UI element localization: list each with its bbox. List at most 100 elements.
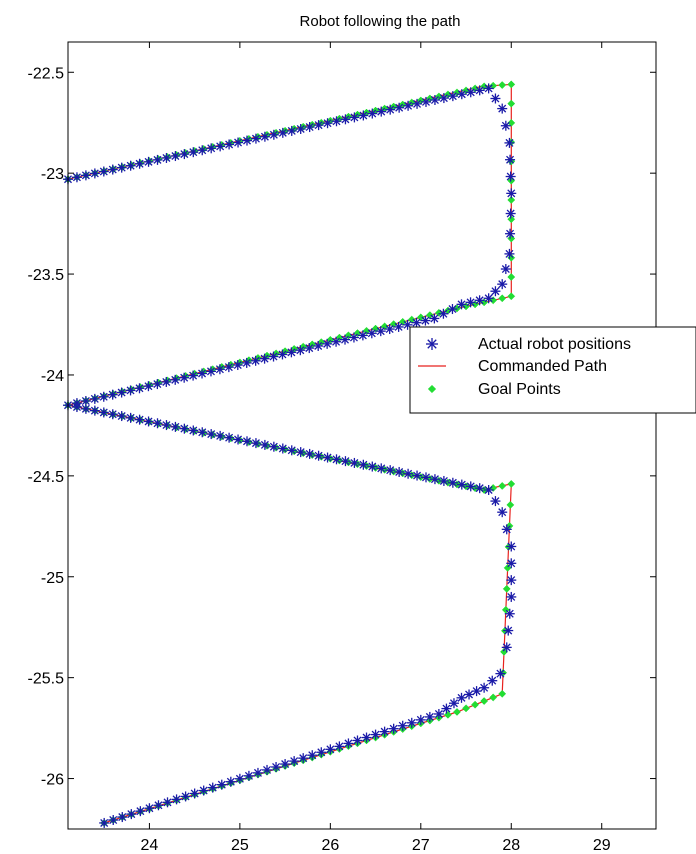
actual-position-marker (429, 313, 440, 324)
actual-position-marker (358, 459, 369, 470)
actual-position-marker (188, 370, 199, 381)
actual-position-marker (143, 156, 154, 167)
actual-position-marker (376, 463, 387, 474)
actual-position-marker (241, 436, 252, 447)
actual-position-marker (420, 315, 431, 326)
actual-position-marker (490, 93, 501, 104)
actual-position-marker (143, 381, 154, 392)
goal-point-marker (507, 273, 516, 281)
actual-position-marker (394, 102, 405, 113)
actual-position-marker (268, 351, 279, 362)
goal-point-marker (507, 99, 516, 108)
actual-position-marker (286, 445, 297, 456)
y-tick-label: -25.5 (28, 671, 65, 688)
actual-position-marker (367, 108, 378, 119)
actual-position-marker (340, 456, 351, 467)
actual-position-marker (250, 133, 261, 144)
goal-point-marker (380, 322, 389, 331)
actual-position-marker (307, 750, 318, 761)
actual-position-marker (107, 164, 118, 175)
actual-position-marker (197, 368, 208, 379)
goal-point-marker (507, 118, 516, 127)
goal-point-marker (498, 81, 507, 90)
actual-position-marker (206, 143, 217, 154)
actual-position-marker (170, 421, 181, 432)
x-tick-label: 27 (412, 837, 430, 854)
goal-point-marker (502, 584, 511, 593)
goal-point-marker (507, 80, 516, 89)
actual-position-marker (490, 286, 501, 297)
actual-position-marker (505, 208, 516, 219)
actual-position-marker (504, 248, 515, 259)
actual-position-marker (334, 741, 345, 752)
actual-position-marker (505, 171, 516, 182)
actual-position-marker (397, 720, 408, 731)
goal-point-marker (507, 292, 516, 301)
actual-position-marker (357, 330, 368, 341)
actual-position-marker (295, 123, 306, 134)
actual-position-marker (465, 481, 476, 492)
legend-symbol-diamond (427, 384, 437, 394)
actual-position-marker (71, 172, 82, 183)
actual-position-marker (483, 83, 494, 94)
actual-position-marker (135, 806, 146, 817)
legend-label: Goal Points (478, 381, 561, 398)
x-tick-label: 25 (231, 837, 249, 854)
actual-position-marker (126, 809, 137, 820)
actual-position-marker (161, 376, 172, 387)
actual-position-marker (152, 154, 163, 165)
actual-position-marker (89, 405, 100, 416)
actual-position-marker (448, 698, 459, 709)
actual-position-marker (349, 457, 360, 468)
actual-position-marker (313, 450, 324, 461)
plot-area (63, 42, 656, 829)
actual-position-marker (271, 761, 282, 772)
actual-position-marker (304, 448, 315, 459)
actual-position-marker (379, 726, 390, 737)
actual-position-marker (125, 385, 136, 396)
actual-position-marker (424, 711, 435, 722)
y-tick-label: -24.5 (28, 469, 65, 486)
actual-position-marker (388, 723, 399, 734)
legend-symbol-asterisk (426, 338, 438, 350)
actual-position-marker (385, 104, 396, 115)
actual-position-marker (189, 788, 200, 799)
actual-position-marker (325, 744, 336, 755)
actual-position-marker (464, 689, 475, 700)
actual-position-marker (376, 106, 387, 117)
actual-position-marker (474, 295, 485, 306)
actual-position-marker (456, 692, 467, 703)
actual-position-marker (161, 420, 172, 431)
actual-position-marker (411, 317, 422, 328)
actual-position-marker (277, 349, 288, 360)
actual-position-marker (206, 429, 217, 440)
actual-position-marker (343, 738, 354, 749)
goal-point-marker (462, 704, 470, 713)
legend-box (409, 326, 696, 414)
actual-position-marker (331, 336, 342, 347)
goal-point-marker (443, 710, 452, 719)
actual-position-marker (479, 682, 490, 693)
goal-point-marker (471, 700, 480, 709)
actual-position-marker (170, 374, 181, 385)
actual-position-marker (277, 127, 288, 138)
actual-position-marker (367, 461, 378, 472)
actual-position-marker (289, 756, 300, 767)
y-tick-label: -22.5 (28, 65, 65, 82)
actual-position-marker (89, 393, 100, 404)
y-tick-label: -25 (41, 570, 64, 587)
actual-position-marker (505, 154, 516, 165)
actual-position-marker (225, 776, 236, 787)
goal-point-marker (389, 320, 398, 329)
goal-point-marker (480, 697, 489, 706)
actual-position-marker (98, 391, 109, 402)
y-tick-label: -26 (41, 772, 64, 789)
actual-position-marker (501, 642, 512, 653)
goal-point-marker (503, 563, 512, 572)
actual-position-marker (286, 125, 297, 136)
actual-position-marker (179, 423, 190, 434)
actual-position-marker (483, 484, 494, 495)
actual-position-marker (116, 387, 127, 398)
actual-position-marker (224, 432, 235, 443)
actual-position-marker (474, 85, 485, 96)
